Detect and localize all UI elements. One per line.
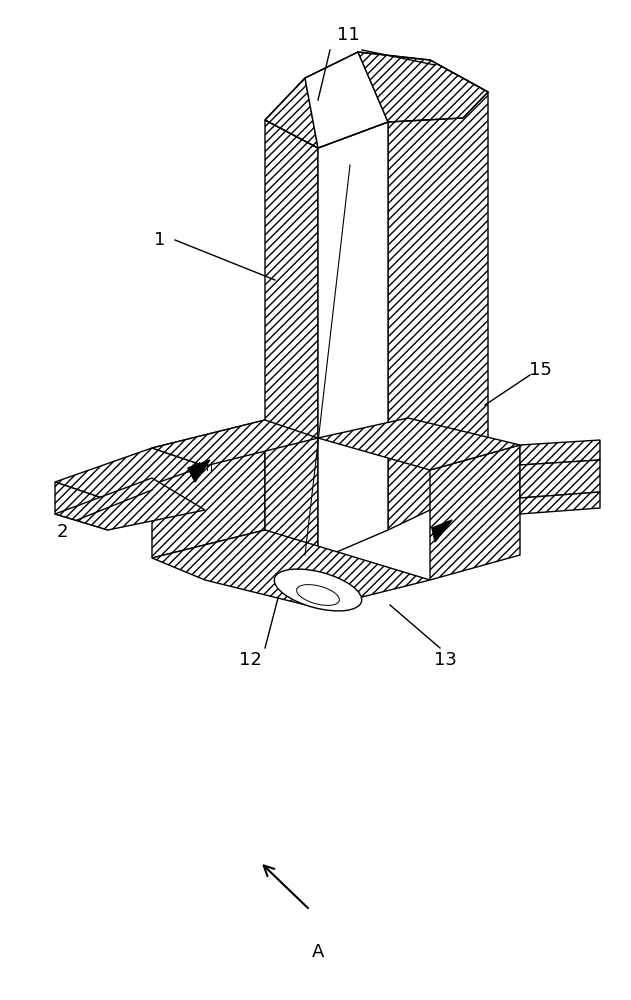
Polygon shape xyxy=(432,520,452,542)
Polygon shape xyxy=(152,530,430,608)
Polygon shape xyxy=(520,440,600,465)
Polygon shape xyxy=(520,460,600,498)
Polygon shape xyxy=(318,122,388,560)
Polygon shape xyxy=(265,78,318,148)
Ellipse shape xyxy=(297,585,339,605)
Polygon shape xyxy=(520,492,600,514)
Text: 13: 13 xyxy=(433,651,456,669)
Polygon shape xyxy=(305,52,388,148)
Text: 2: 2 xyxy=(56,523,68,541)
Text: 15: 15 xyxy=(529,361,551,379)
Polygon shape xyxy=(55,478,205,530)
Polygon shape xyxy=(388,60,488,530)
Polygon shape xyxy=(55,482,108,530)
Polygon shape xyxy=(152,420,318,466)
Polygon shape xyxy=(55,448,205,500)
Polygon shape xyxy=(318,418,520,470)
Text: 1: 1 xyxy=(155,231,166,249)
Text: 11: 11 xyxy=(336,26,360,44)
Text: A: A xyxy=(312,943,324,961)
Polygon shape xyxy=(358,52,488,122)
Ellipse shape xyxy=(274,569,362,611)
Polygon shape xyxy=(430,445,520,580)
Polygon shape xyxy=(188,460,210,482)
Text: 12: 12 xyxy=(239,651,261,669)
Polygon shape xyxy=(265,120,318,560)
Polygon shape xyxy=(152,420,265,558)
